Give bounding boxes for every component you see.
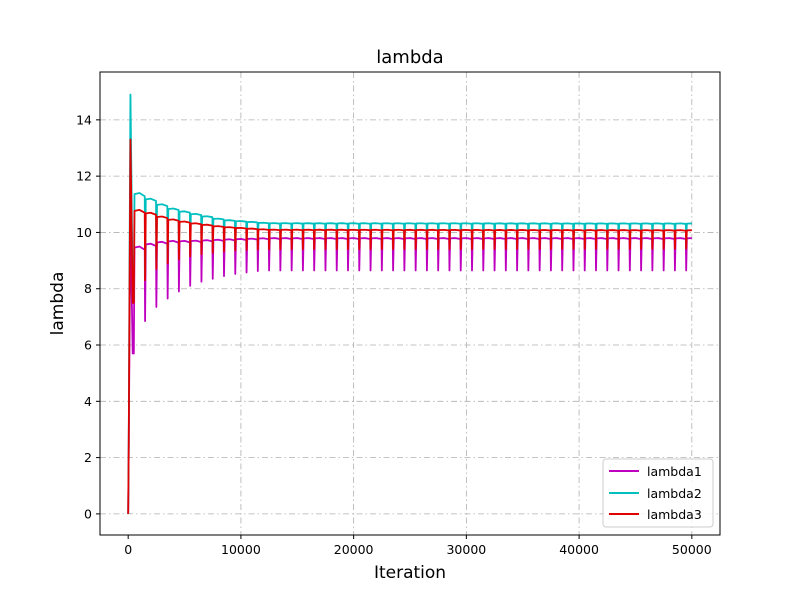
y-axis-ticks: 0 2 4 6 8 10 12 14	[76, 112, 100, 521]
x-tick-label: 50000	[672, 542, 712, 557]
x-axis-ticks: 0 10000 20000 30000 40000 50000	[124, 535, 712, 557]
x-tick-label: 20000	[334, 542, 374, 557]
legend-box	[602, 458, 714, 528]
x-axis-title: Iteration	[374, 563, 446, 583]
chart-title: lambda	[376, 47, 443, 68]
y-axis-title: lambda	[48, 272, 68, 336]
y-tick-label: 12	[76, 169, 92, 184]
y-tick-label: 6	[84, 338, 92, 353]
x-tick-label: 30000	[446, 542, 486, 557]
series-lines	[127, 93, 692, 514]
legend-label-lambda3: lambda3	[647, 507, 702, 522]
y-tick-label: 4	[84, 394, 92, 409]
series-line-lambda3	[127, 138, 692, 514]
legend-label-lambda2: lambda2	[647, 486, 702, 501]
y-tick-label: 2	[84, 450, 92, 465]
y-tick-label: 14	[76, 112, 92, 127]
plot-frame	[99, 71, 721, 536]
y-tick-label: 10	[76, 225, 92, 240]
y-tick-label: 8	[84, 281, 92, 296]
x-tick-label: 40000	[559, 542, 599, 557]
series-line-lambda1	[127, 217, 692, 514]
x-tick-label: 10000	[221, 542, 261, 557]
legend: lambda1 lambda2 lambda3	[602, 458, 714, 528]
legend-label-lambda1: lambda1	[647, 464, 702, 479]
y-tick-label: 0	[84, 506, 92, 521]
x-tick-label: 0	[124, 542, 132, 557]
